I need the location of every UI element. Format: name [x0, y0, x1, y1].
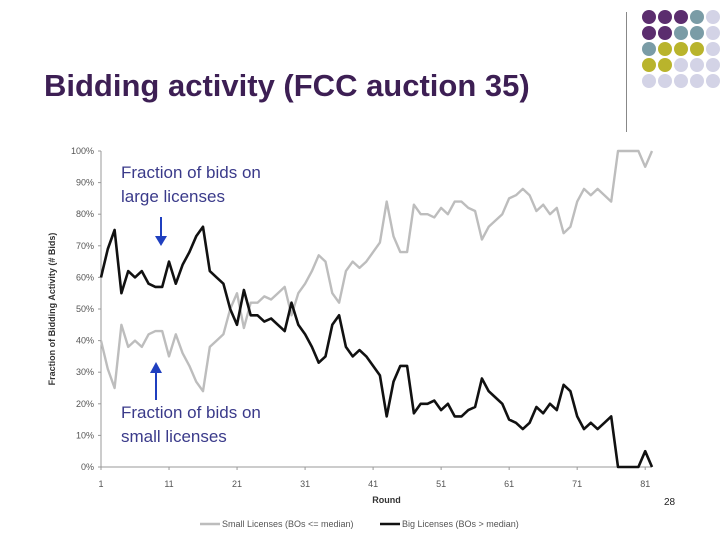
x-tick-label: 51 [436, 479, 446, 489]
y-tick-label: 50% [76, 304, 94, 314]
y-tick-label: 90% [76, 178, 94, 188]
decor-dot [642, 10, 656, 24]
decor-dot [706, 42, 720, 56]
chart-series [99, 149, 654, 469]
decor-dot [706, 74, 720, 88]
x-tick-label: 1 [98, 479, 103, 489]
decor-dot [706, 26, 720, 40]
legend-label: Big Licenses (BOs > median) [402, 519, 519, 529]
y-tick-label: 0% [81, 462, 94, 472]
decor-dot [658, 26, 672, 40]
x-tick-label: 71 [572, 479, 582, 489]
arrow-up-head [150, 362, 162, 373]
x-tick-label: 81 [640, 479, 650, 489]
y-tick-label: 70% [76, 241, 94, 251]
decor-dot [642, 74, 656, 88]
decor-dot [706, 10, 720, 24]
arrow-down-head [155, 236, 167, 246]
legend-label: Small Licenses (BOs <= median) [222, 519, 354, 529]
annotation-large-line-2: large licenses [121, 187, 225, 206]
series-line-big-licenses [99, 225, 654, 469]
x-tick-label: 41 [368, 479, 378, 489]
x-tick-label: 31 [300, 479, 310, 489]
decor-dot [642, 42, 656, 56]
chart-axes: 0%10%20%30%40%50%60%70%80%90%100%1 11 21 31… [47, 146, 652, 505]
annotation-large-line-1: Fraction of bids on [121, 163, 261, 182]
decor-dot [658, 74, 672, 88]
annotation-small-licenses: Fraction of bids on small licenses [121, 401, 261, 449]
decor-dot [674, 58, 688, 72]
x-tick-label: 21 [232, 479, 242, 489]
decor-dot [690, 58, 704, 72]
decor-dot [658, 10, 672, 24]
slide-title: Bidding activity (FCC auction 35) [44, 68, 530, 103]
decor-dot [690, 74, 704, 88]
decor-dot [690, 26, 704, 40]
decor-dot [658, 42, 672, 56]
annotation-arrows [150, 217, 167, 400]
decor-dot [674, 10, 688, 24]
decor-dot [674, 74, 688, 88]
series-line-small-licenses [99, 149, 654, 393]
decor-dot [674, 42, 688, 56]
annotation-small-line-2: small licenses [121, 427, 227, 446]
decor-dot [642, 26, 656, 40]
decor-dot [642, 58, 656, 72]
x-axis-title: Round [372, 495, 401, 505]
decor-dot [706, 58, 720, 72]
x-tick-label: 61 [504, 479, 514, 489]
slide-number: 28 [664, 497, 676, 508]
y-tick-label: 40% [76, 336, 94, 346]
decor-dot [674, 26, 688, 40]
decor-dot [658, 58, 672, 72]
x-tick-label: 11 [164, 479, 173, 489]
y-tick-label: 20% [76, 399, 94, 409]
y-axis-title: Fraction of Bidding Activity (# Bids) [47, 233, 57, 386]
annotation-small-line-1: Fraction of bids on [121, 403, 261, 422]
decor-dot [690, 42, 704, 56]
y-tick-label: 100% [71, 146, 94, 156]
chart-legend: Small Licenses (BOs <= median) Big Licens… [200, 519, 519, 529]
title-divider-line [626, 12, 627, 132]
y-tick-label: 30% [76, 367, 94, 377]
annotation-large-licenses: Fraction of bids on large licenses [121, 161, 261, 209]
y-tick-label: 10% [76, 430, 94, 440]
y-tick-label: 80% [76, 209, 94, 219]
y-tick-label: 60% [76, 272, 94, 282]
decor-dot [690, 10, 704, 24]
